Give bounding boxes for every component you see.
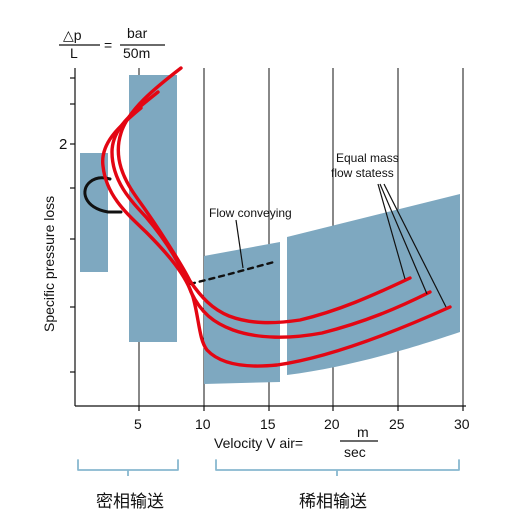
equal-mass-pointer-3: [383, 183, 447, 308]
y-axis-label: Specific pressure loss: [41, 196, 57, 332]
flow-conveying-pointer: [235, 219, 244, 269]
flow-conveying-dashed-line: [188, 260, 276, 286]
equal-mass-label-line-1: Equal mass: [336, 151, 399, 165]
x-axis-label: Velocity V air=: [214, 435, 303, 451]
black-transition-curve: [83, 176, 123, 214]
x-unit-top: m: [357, 424, 369, 440]
x-tick-label-5: 5: [134, 416, 142, 432]
header-equals: =: [104, 37, 112, 53]
equal-mass-label-line-2: flow statess: [331, 166, 394, 180]
header-unit-top: bar: [127, 25, 148, 41]
x-tick-label-30: 30: [454, 416, 470, 432]
dilute-left-region: [204, 242, 280, 384]
dense-phase-label: 密相输送: [96, 492, 164, 512]
flow-conveying-label: Flow conveying: [209, 206, 292, 220]
header-delta-p: △p: [63, 27, 82, 43]
y-tick-label-2: 2: [59, 136, 67, 153]
x-unit-bottom: sec: [344, 444, 366, 460]
equal-mass-curve-1: [116, 66, 412, 325]
x-tick-label-25: 25: [389, 416, 405, 432]
dilute-phase-label: 稀相输送: [299, 492, 367, 512]
equal-mass-pointer-1: [377, 183, 406, 280]
x-tick-label-15: 15: [260, 416, 276, 432]
equal-mass-pointer-2: [379, 183, 428, 295]
x-tick-label-20: 20: [324, 416, 340, 432]
equal-mass-curve-3: [101, 106, 452, 368]
x-tick-label-10: 10: [195, 416, 211, 432]
header-length: L: [70, 45, 78, 61]
header-unit-bottom: 50m: [123, 45, 150, 61]
